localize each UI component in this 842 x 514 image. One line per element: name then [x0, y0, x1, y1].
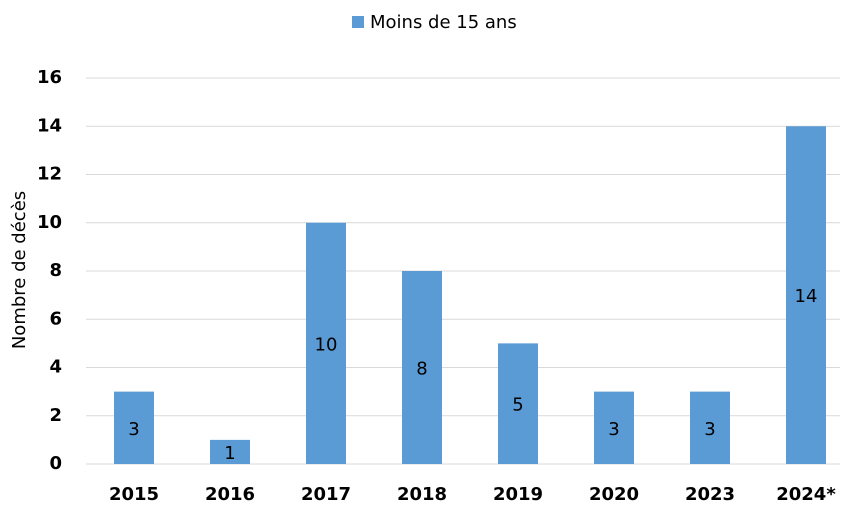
y-tick-label: 6	[49, 308, 62, 329]
data-label: 3	[704, 419, 715, 440]
x-tick-label: 2018	[397, 484, 447, 505]
bar	[114, 391, 154, 464]
bar	[786, 126, 826, 464]
x-tick-label: 2023	[685, 484, 735, 505]
bar	[210, 439, 250, 464]
data-label: 5	[512, 395, 523, 416]
x-tick-label: 2017	[301, 484, 351, 505]
legend-swatch	[352, 16, 364, 28]
y-axis-label: Nombre de décès	[9, 191, 30, 349]
y-tick-label: 16	[37, 67, 62, 88]
bar	[594, 391, 634, 464]
x-tick-label: 2024*	[776, 484, 836, 505]
x-tick-label: 2020	[589, 484, 639, 505]
y-tick-label: 14	[37, 115, 62, 136]
x-tick-label: 2015	[109, 484, 159, 505]
y-tick-label: 0	[49, 453, 62, 474]
x-tick-label: 2019	[493, 484, 543, 505]
bar	[402, 271, 442, 464]
y-tick-label: 8	[49, 260, 62, 281]
bar	[306, 222, 346, 464]
y-tick-label: 4	[49, 357, 62, 378]
bar	[690, 391, 730, 464]
data-label: 8	[416, 359, 427, 380]
data-label: 1	[224, 443, 235, 464]
data-label: 14	[795, 286, 818, 307]
data-label: 3	[608, 419, 619, 440]
legend-label: Moins de 15 ans	[370, 12, 517, 33]
x-tick-label: 2016	[205, 484, 255, 505]
y-tick-label: 10	[37, 212, 62, 233]
y-tick-label: 2	[49, 405, 62, 426]
data-label: 3	[128, 419, 139, 440]
bar	[498, 343, 538, 464]
data-label: 10	[315, 334, 338, 355]
y-tick-label: 12	[37, 164, 62, 185]
